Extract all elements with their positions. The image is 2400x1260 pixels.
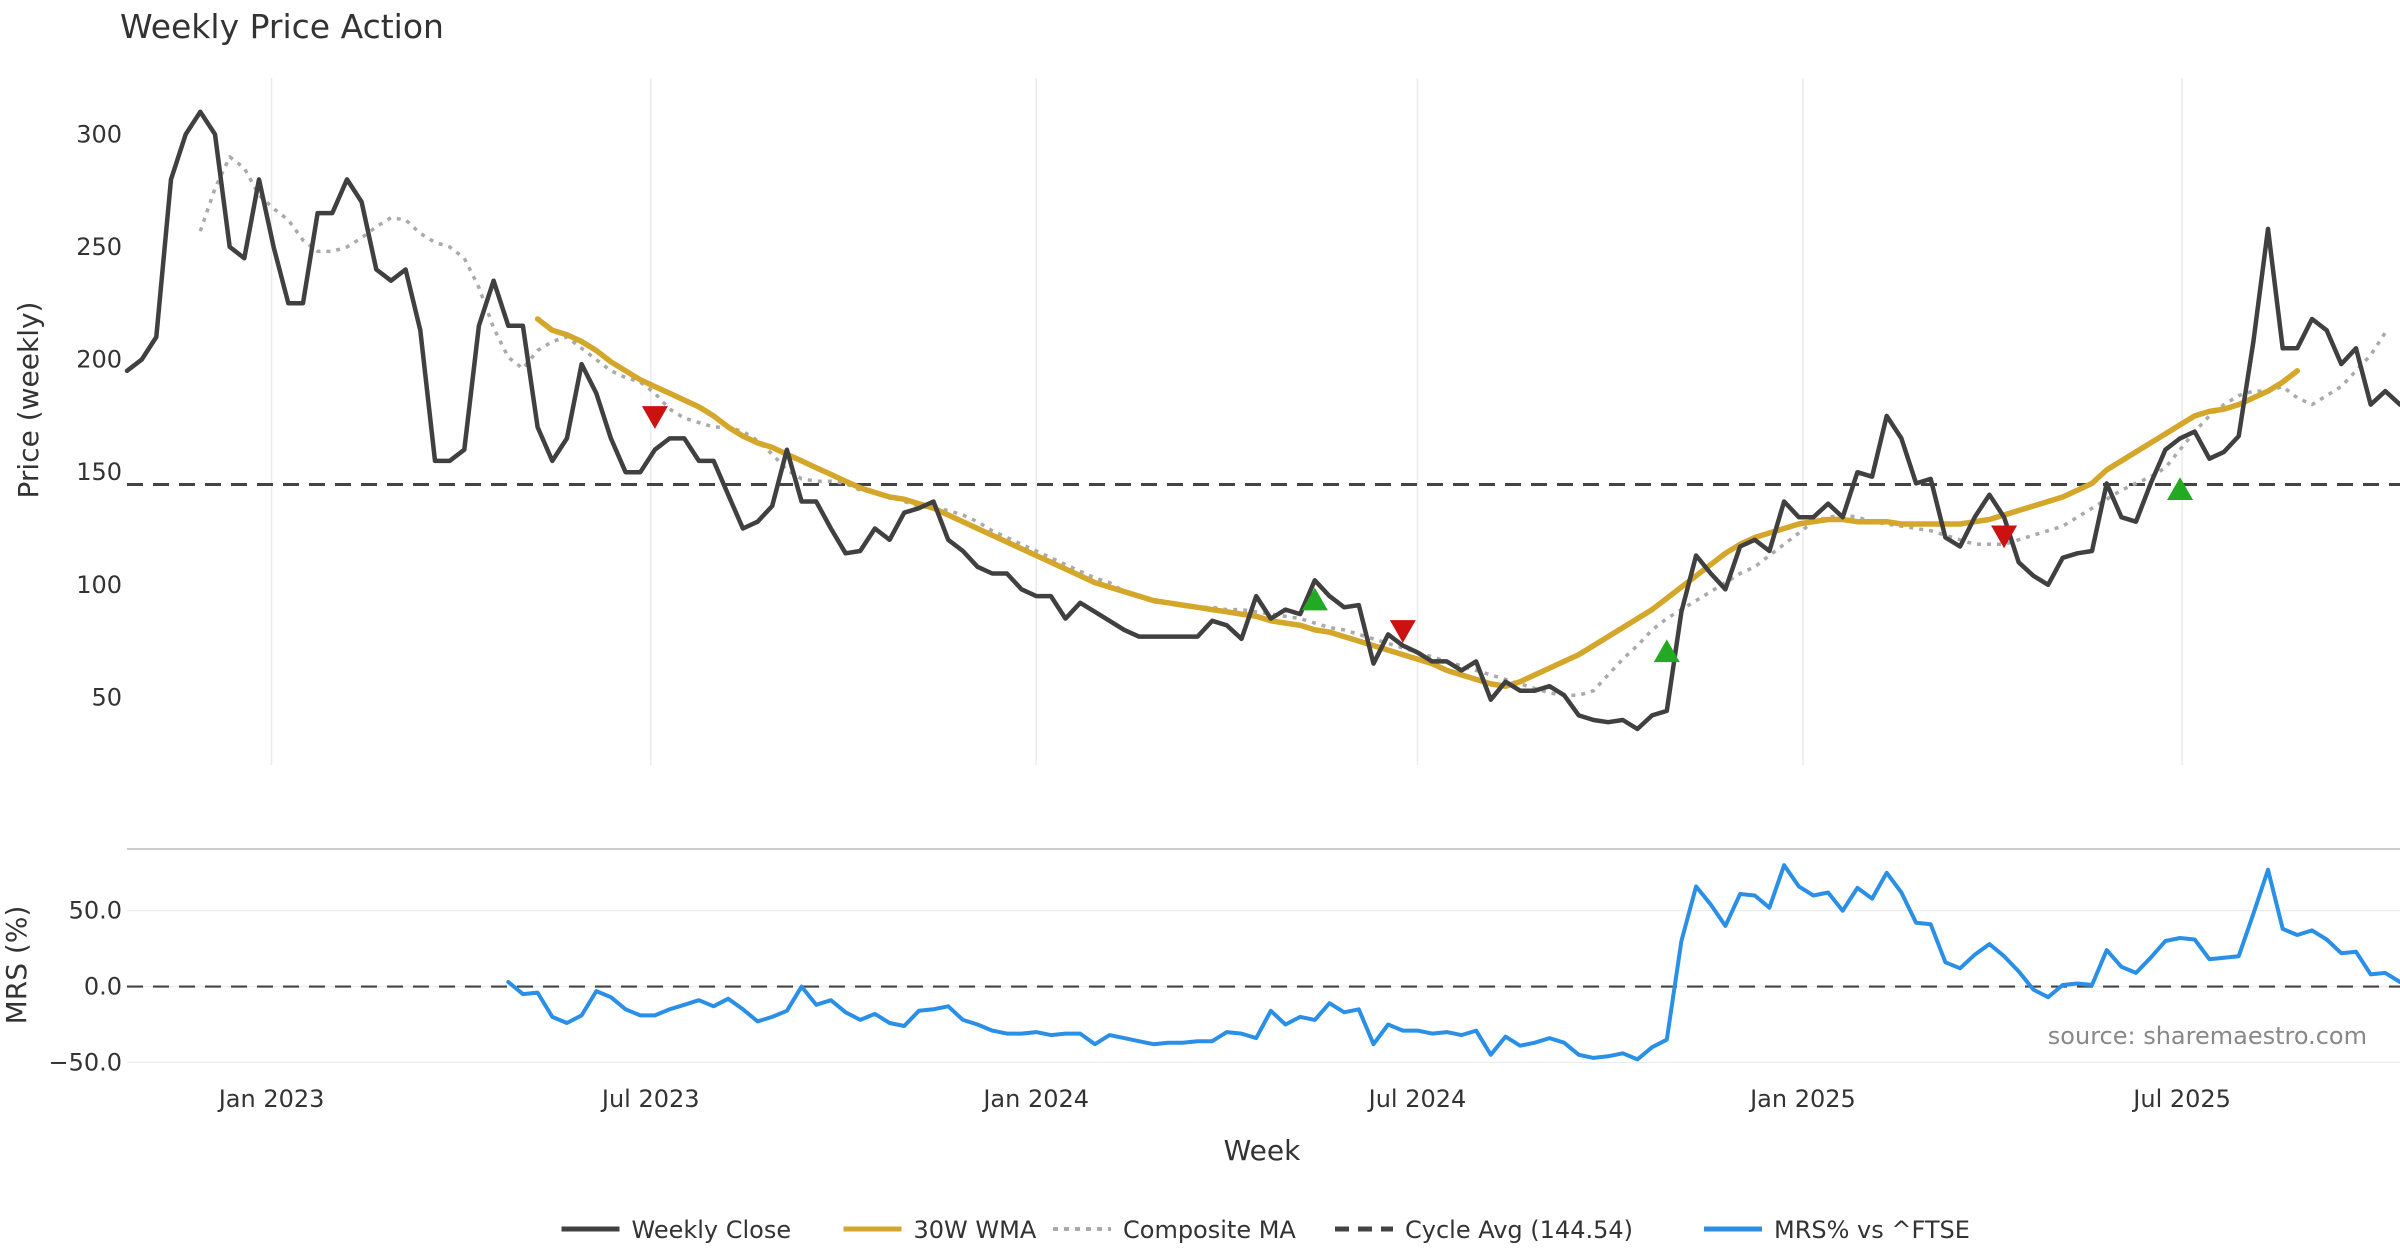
legend-label: MRS% vs ^FTSE: [1774, 1216, 1970, 1244]
legend-item-composite: Composite MA: [1053, 1216, 1296, 1244]
sell-signal-marker: [1389, 620, 1416, 643]
buy-signal-marker: [1301, 587, 1328, 611]
mrs-y-tick-label: 50.0: [69, 897, 122, 925]
price-y-tick-label: 200: [76, 346, 122, 374]
buy-signal-marker: [2167, 477, 2194, 500]
price-y-tick-label: 150: [76, 458, 122, 486]
price-y-tick-label: 50: [91, 683, 122, 711]
mrs-axis-title: MRS (%): [0, 906, 33, 1025]
source-label: source: sharemaestro.com: [2048, 1022, 2367, 1050]
price-y-tick-label: 250: [76, 233, 122, 261]
x-tick-label: Jul 2025: [2131, 1085, 2231, 1113]
legend-item-cycle: Cycle Avg (144.54): [1335, 1216, 1633, 1244]
x-tick-label: Jan 2023: [217, 1085, 325, 1113]
signal-markers: [641, 406, 2194, 663]
legend-item-close: Weekly Close: [561, 1216, 792, 1244]
legend-label: Composite MA: [1123, 1216, 1296, 1244]
x-tick-label: Jul 2023: [600, 1085, 700, 1113]
x-tick-label: Jan 2025: [1748, 1085, 1856, 1113]
legend-label: Weekly Close: [632, 1216, 792, 1244]
price-y-tick-label: 100: [76, 571, 122, 599]
price-axis-title: Price (weekly): [12, 302, 45, 499]
close-series-line: [124, 109, 2400, 732]
x-axis-title: Week: [1224, 1134, 1301, 1167]
chart-title: Weekly Price Action: [120, 7, 444, 46]
sell-signal-marker: [1991, 525, 2018, 549]
price-series-layer: [124, 109, 2400, 732]
mrs-series-layer: [506, 863, 2400, 1062]
legend-item-wma: 30W WMA: [843, 1216, 1037, 1244]
legend-label: 30W WMA: [914, 1216, 1037, 1244]
legend-item-mrs: MRS% vs ^FTSE: [1704, 1216, 1970, 1244]
buy-signal-marker: [1653, 639, 1680, 663]
composite-series-line: [198, 155, 2387, 697]
mrs-grid: [127, 910, 2400, 1064]
mrs-y-tick-label: 0.0: [84, 973, 122, 1001]
mrs-y-tick-label: −50.0: [48, 1048, 122, 1076]
x-tick-labels: Jan 2023 Jul 2023 Jan 2024 Jul 2024 Jan 2025…: [217, 1085, 2231, 1113]
mrs-series-line: [506, 863, 2400, 1062]
price-y-tick-label: 300: [76, 120, 122, 148]
x-tick-label: Jul 2024: [1367, 1085, 1467, 1113]
sell-signal-marker: [641, 406, 668, 429]
legend-label: Cycle Avg (144.54): [1405, 1216, 1633, 1244]
y-tick-labels: 50 100 150 200 250 300 50.0 0.0 −50.0: [48, 120, 122, 1076]
legend: Weekly Close 30W WMA Composite MA Cycle Avg…: [561, 1216, 1970, 1244]
x-tick-label: Jan 2024: [981, 1085, 1089, 1113]
